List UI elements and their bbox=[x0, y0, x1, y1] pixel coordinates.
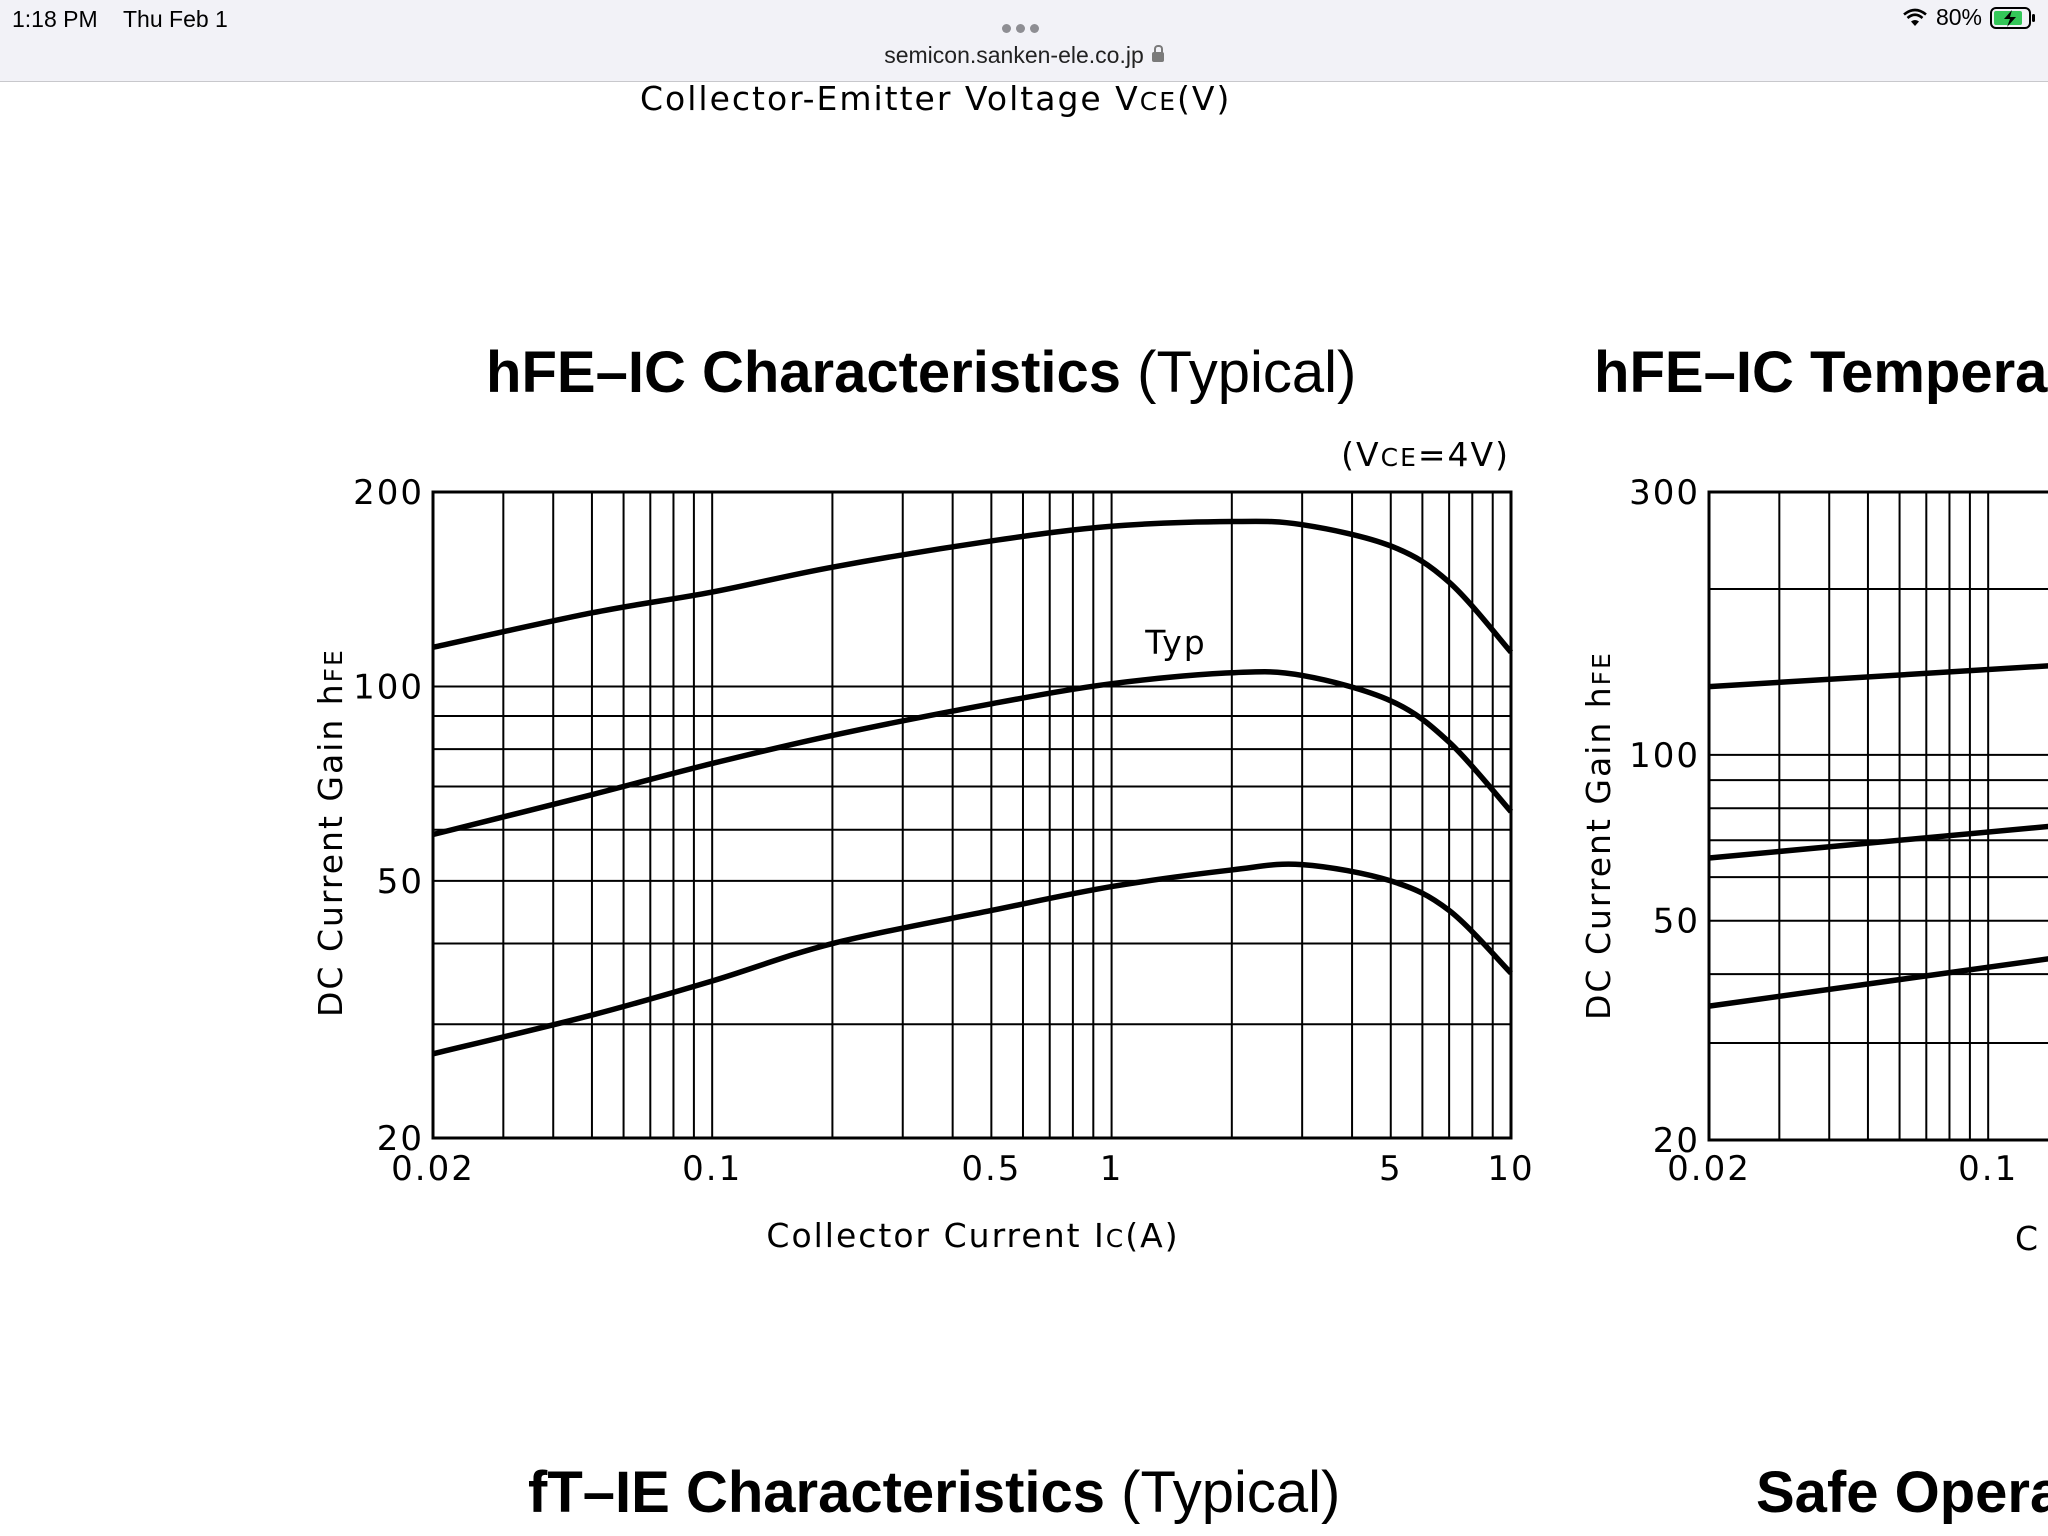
chart1-plot: 0.02 0.1 0.5 1 5 10 200 100 50 20 bbox=[353, 473, 1534, 1189]
x-tick-label: 1 bbox=[1100, 1149, 1124, 1189]
soa-title: Safe Operat bbox=[1756, 1460, 2048, 1525]
y-tick-label: 20 bbox=[377, 1119, 424, 1159]
status-time: 1:18 PM bbox=[12, 6, 98, 32]
more-options-icon[interactable] bbox=[1002, 20, 1044, 38]
y-tick-label: 100 bbox=[353, 667, 424, 707]
curve-min bbox=[432, 861, 1513, 1057]
chart1-title: hFE–IC Characteristics (Typical) bbox=[486, 340, 1356, 405]
x-tick-label: 5 bbox=[1379, 1149, 1403, 1189]
chart1-condition: (VCE=4V) bbox=[1341, 435, 1510, 474]
prev-chart-xlabel: Collector-Emitter Voltage VCE(V) bbox=[640, 79, 1231, 118]
address-bar[interactable]: semicon.sanken-ele.co.jp bbox=[0, 42, 2048, 69]
plot-frame bbox=[1707, 490, 2048, 1142]
curve bbox=[1708, 956, 2048, 1009]
chart1-annotation-typ: Typ bbox=[1144, 623, 1207, 662]
battery-charging-icon bbox=[1990, 6, 2035, 29]
lock-icon bbox=[1151, 45, 1164, 62]
chart2-xlabel-partial: C bbox=[2015, 1219, 2040, 1258]
y-tick-label: 100 bbox=[1629, 736, 1700, 776]
battery-percent: 80% bbox=[1935, 4, 1982, 30]
chart2-title: hFE–IC Temperat bbox=[1594, 340, 2048, 405]
x-tick-label: 0.1 bbox=[682, 1149, 742, 1189]
chart1-ylabel: DC Current Gain hFE bbox=[311, 648, 350, 1017]
chart2-ylabel: DC Current Gain hFE bbox=[1579, 651, 1618, 1020]
browser-top-bar: 1:18 PM Thu Feb 1 semicon.sanken-ele.co.… bbox=[0, 0, 2048, 82]
curve-typ bbox=[432, 669, 1514, 838]
y-tick-label: 20 bbox=[1653, 1121, 1700, 1161]
x-tick-label: 10 bbox=[1487, 1149, 1534, 1189]
plot-frame bbox=[431, 490, 1513, 1140]
status-indicators: 80% bbox=[1902, 4, 2036, 31]
ft-ie-title: fT–IE Characteristics (Typical) bbox=[528, 1460, 1340, 1525]
x-tick-label: 0.5 bbox=[961, 1149, 1021, 1189]
status-date: Thu Feb 1 bbox=[123, 6, 228, 32]
y-tick-label: 200 bbox=[353, 473, 424, 513]
wifi-icon bbox=[1903, 8, 1927, 26]
curve bbox=[1708, 663, 2048, 690]
chart2-plot: 0.02 0.1 300 100 50 20 bbox=[1629, 473, 2048, 1189]
curve-max bbox=[432, 518, 1514, 654]
y-tick-label: 50 bbox=[377, 862, 424, 902]
y-tick-label: 50 bbox=[1653, 902, 1700, 942]
chart1-xlabel: Collector Current IC(A) bbox=[766, 1216, 1179, 1255]
x-tick-label: 0.1 bbox=[1958, 1149, 2018, 1189]
y-tick-label: 300 bbox=[1629, 473, 1700, 513]
x-tick-label: 0.02 bbox=[391, 1149, 475, 1189]
curve bbox=[1708, 823, 2048, 861]
x-tick-label: 0.02 bbox=[1667, 1149, 1751, 1189]
url-text[interactable]: semicon.sanken-ele.co.jp bbox=[884, 42, 1144, 68]
